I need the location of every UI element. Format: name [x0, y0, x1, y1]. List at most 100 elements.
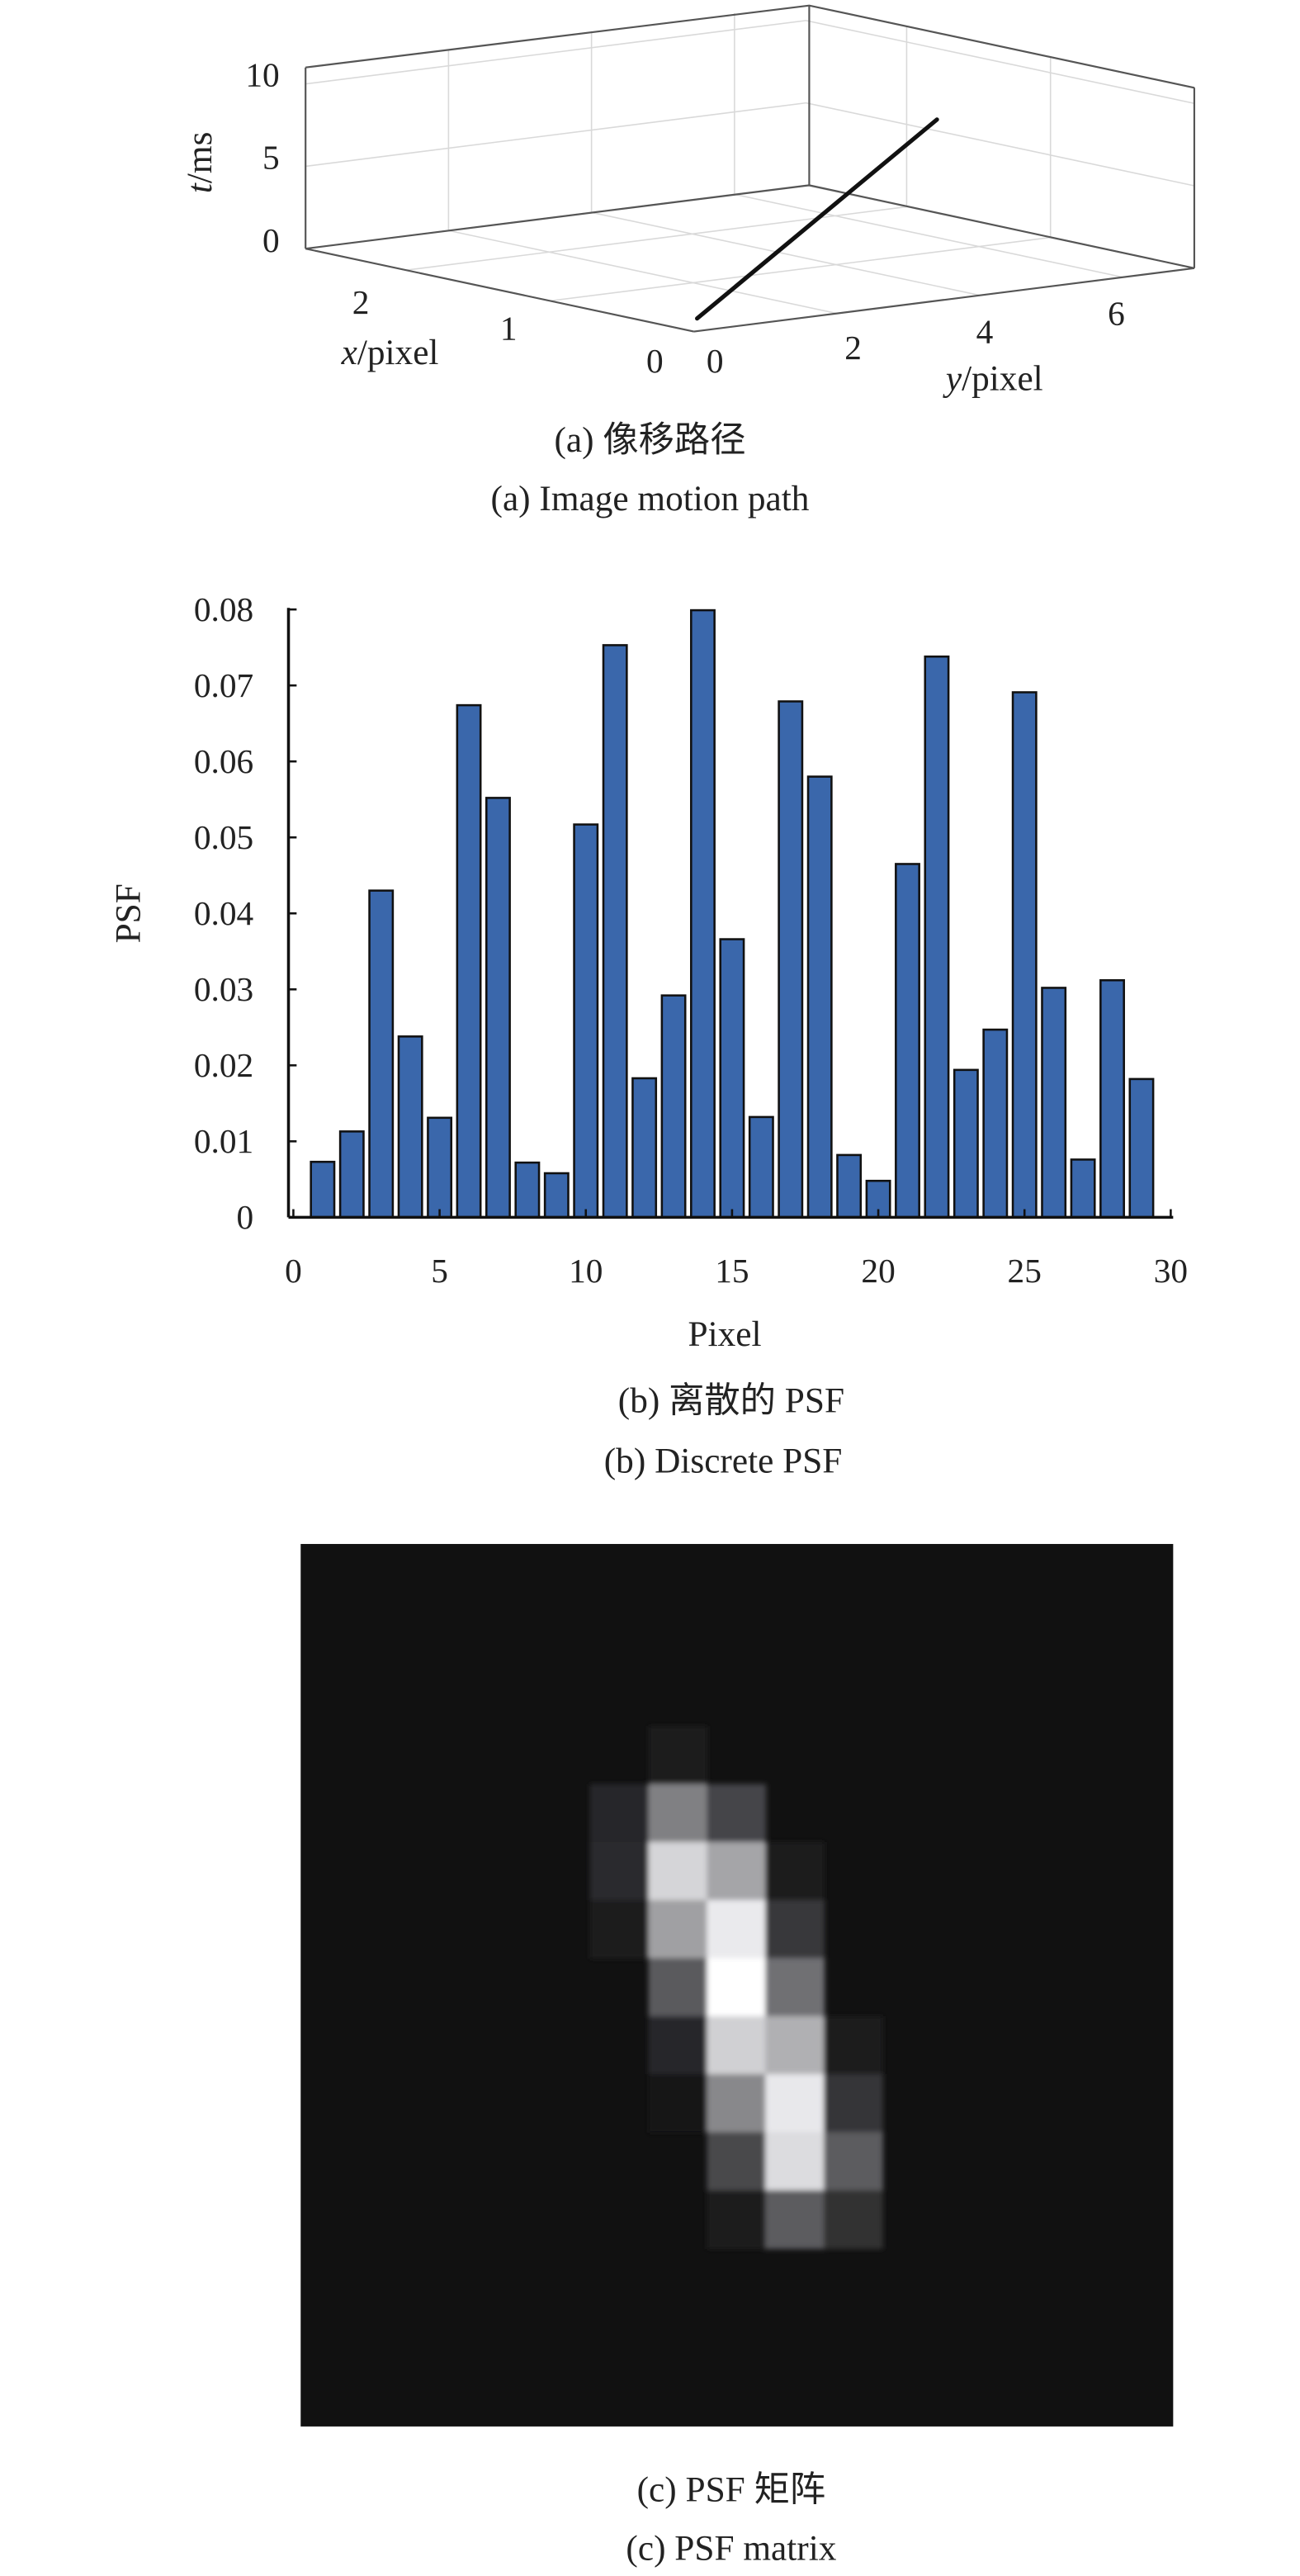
bar	[719, 938, 745, 1219]
matrix-cell	[707, 1900, 767, 1959]
matrix-cell	[707, 2132, 767, 2191]
grid-line	[305, 102, 806, 168]
bar	[1011, 691, 1038, 1219]
matrix-cell	[707, 2074, 767, 2133]
y-tick-label: 6	[1108, 295, 1125, 333]
y-tick-label: 0.04	[194, 894, 254, 932]
x-tick-label: 10	[569, 1252, 603, 1290]
matrix-cell	[707, 2190, 767, 2249]
matrix-cell	[648, 1842, 708, 1901]
matrix-cell	[589, 1900, 650, 1959]
y-tick-label: 0	[237, 1198, 254, 1236]
bar	[690, 608, 716, 1219]
bar	[602, 644, 628, 1219]
bar	[982, 1028, 1009, 1219]
caption-a-cn: (a) 像移路径	[554, 420, 745, 460]
grid-line	[448, 230, 838, 315]
3d-grid	[305, 12, 1195, 333]
grid-line	[591, 211, 981, 296]
caption-c-en: (c) PSF matrix	[626, 2528, 836, 2568]
matrix-cell	[765, 1900, 825, 1959]
bar	[660, 994, 687, 1219]
motion-path-3d-plot: 10 5 0 t/ms 2 1 0 x/pixel 0 2 4 6 y/pixe…	[180, 4, 1196, 519]
matrix-cell	[589, 1842, 650, 1901]
grid-line	[806, 102, 1195, 187]
matrix-cells	[589, 1726, 883, 2249]
y-tick-label: 0	[707, 342, 724, 380]
y-tick-label: 2	[844, 329, 862, 367]
bar	[456, 703, 482, 1219]
y-axis-label: y/pixel	[943, 358, 1043, 398]
matrix-cell	[648, 1783, 708, 1844]
bar	[1070, 1158, 1096, 1219]
bar	[953, 1068, 979, 1219]
x-axis-label: x/pixel	[341, 333, 439, 372]
bar	[1099, 978, 1125, 1219]
y-tick-label: 4	[976, 312, 994, 350]
z-axis-label: t/ms	[180, 132, 220, 194]
matrix-cell	[648, 1958, 708, 2017]
x-axis-label: Pixel	[688, 1314, 762, 1354]
grid-line	[734, 193, 1123, 278]
matrix-cell	[824, 2074, 883, 2133]
y-tick-label: 0.02	[194, 1046, 253, 1084]
matrix-cell	[648, 1726, 708, 1785]
bar	[924, 655, 950, 1219]
bar	[806, 775, 833, 1219]
matrix-cell	[707, 1842, 767, 1901]
bar	[485, 797, 511, 1219]
y-tick-label: 0.01	[194, 1122, 253, 1160]
caption-c-cn: (c) PSF 矩阵	[637, 2469, 826, 2509]
caption-b-en: (b) Discrete PSF	[604, 1441, 843, 1480]
bar	[573, 823, 599, 1219]
bar-axes: 0 0.01 0.02 0.03 0.04 0.05 0.06 0.07 0.08 0 5 10 15 2…	[194, 590, 1188, 1290]
bar	[427, 1116, 453, 1219]
x-tick-label: 0	[285, 1252, 302, 1290]
matrix-cell	[765, 2132, 825, 2191]
motion-path-line	[695, 117, 939, 321]
matrix-cell	[824, 2132, 883, 2191]
matrix-cell	[824, 2015, 883, 2076]
y-tick-label: 0.07	[194, 666, 253, 704]
y-tick-label: 0.08	[194, 590, 253, 628]
bars	[310, 608, 1155, 1219]
bar	[543, 1172, 570, 1219]
matrix-cell	[707, 1958, 767, 2017]
bar	[836, 1153, 863, 1219]
y-tick-label: 0.05	[194, 818, 253, 856]
x-tick-label: 1	[500, 309, 518, 347]
x-tick-label: 30	[1154, 1252, 1188, 1290]
y-axis-label: PSF	[108, 883, 148, 943]
bar	[368, 889, 395, 1219]
matrix-cell	[765, 2190, 825, 2249]
matrix-cell	[765, 1958, 825, 2017]
z-tick-label: 5	[262, 139, 280, 177]
bar	[310, 1160, 336, 1219]
matrix-cell	[707, 2015, 767, 2076]
psf-matrix-image: (c) PSF 矩阵 (c) PSF matrix	[300, 1544, 1174, 2568]
matrix-cell	[765, 2074, 825, 2133]
z-tick-label: 10	[245, 55, 279, 93]
x-tick-label: 5	[431, 1252, 448, 1290]
bar	[338, 1130, 365, 1219]
bar	[778, 700, 804, 1219]
caption-b-cn: (b) 离散的 PSF	[618, 1381, 844, 1421]
bar	[397, 1035, 423, 1219]
y-axis	[693, 267, 1195, 333]
matrix-cell	[765, 1842, 825, 1901]
floor-back-edges	[305, 184, 1195, 269]
bar	[631, 1077, 658, 1219]
matrix-cell	[707, 1783, 767, 1844]
x-tick-label: 0	[646, 342, 664, 380]
grid-line	[406, 206, 907, 271]
y-tick-label: 0.06	[194, 742, 253, 780]
bar	[514, 1161, 541, 1219]
caption-a-en: (a) Image motion path	[491, 479, 810, 519]
grid-line	[305, 20, 806, 85]
grid-line	[550, 236, 1051, 302]
y-tick-label: 0.03	[194, 970, 253, 1008]
grid-line	[806, 20, 1195, 105]
x-axis	[305, 248, 694, 333]
bar	[1128, 1077, 1155, 1219]
